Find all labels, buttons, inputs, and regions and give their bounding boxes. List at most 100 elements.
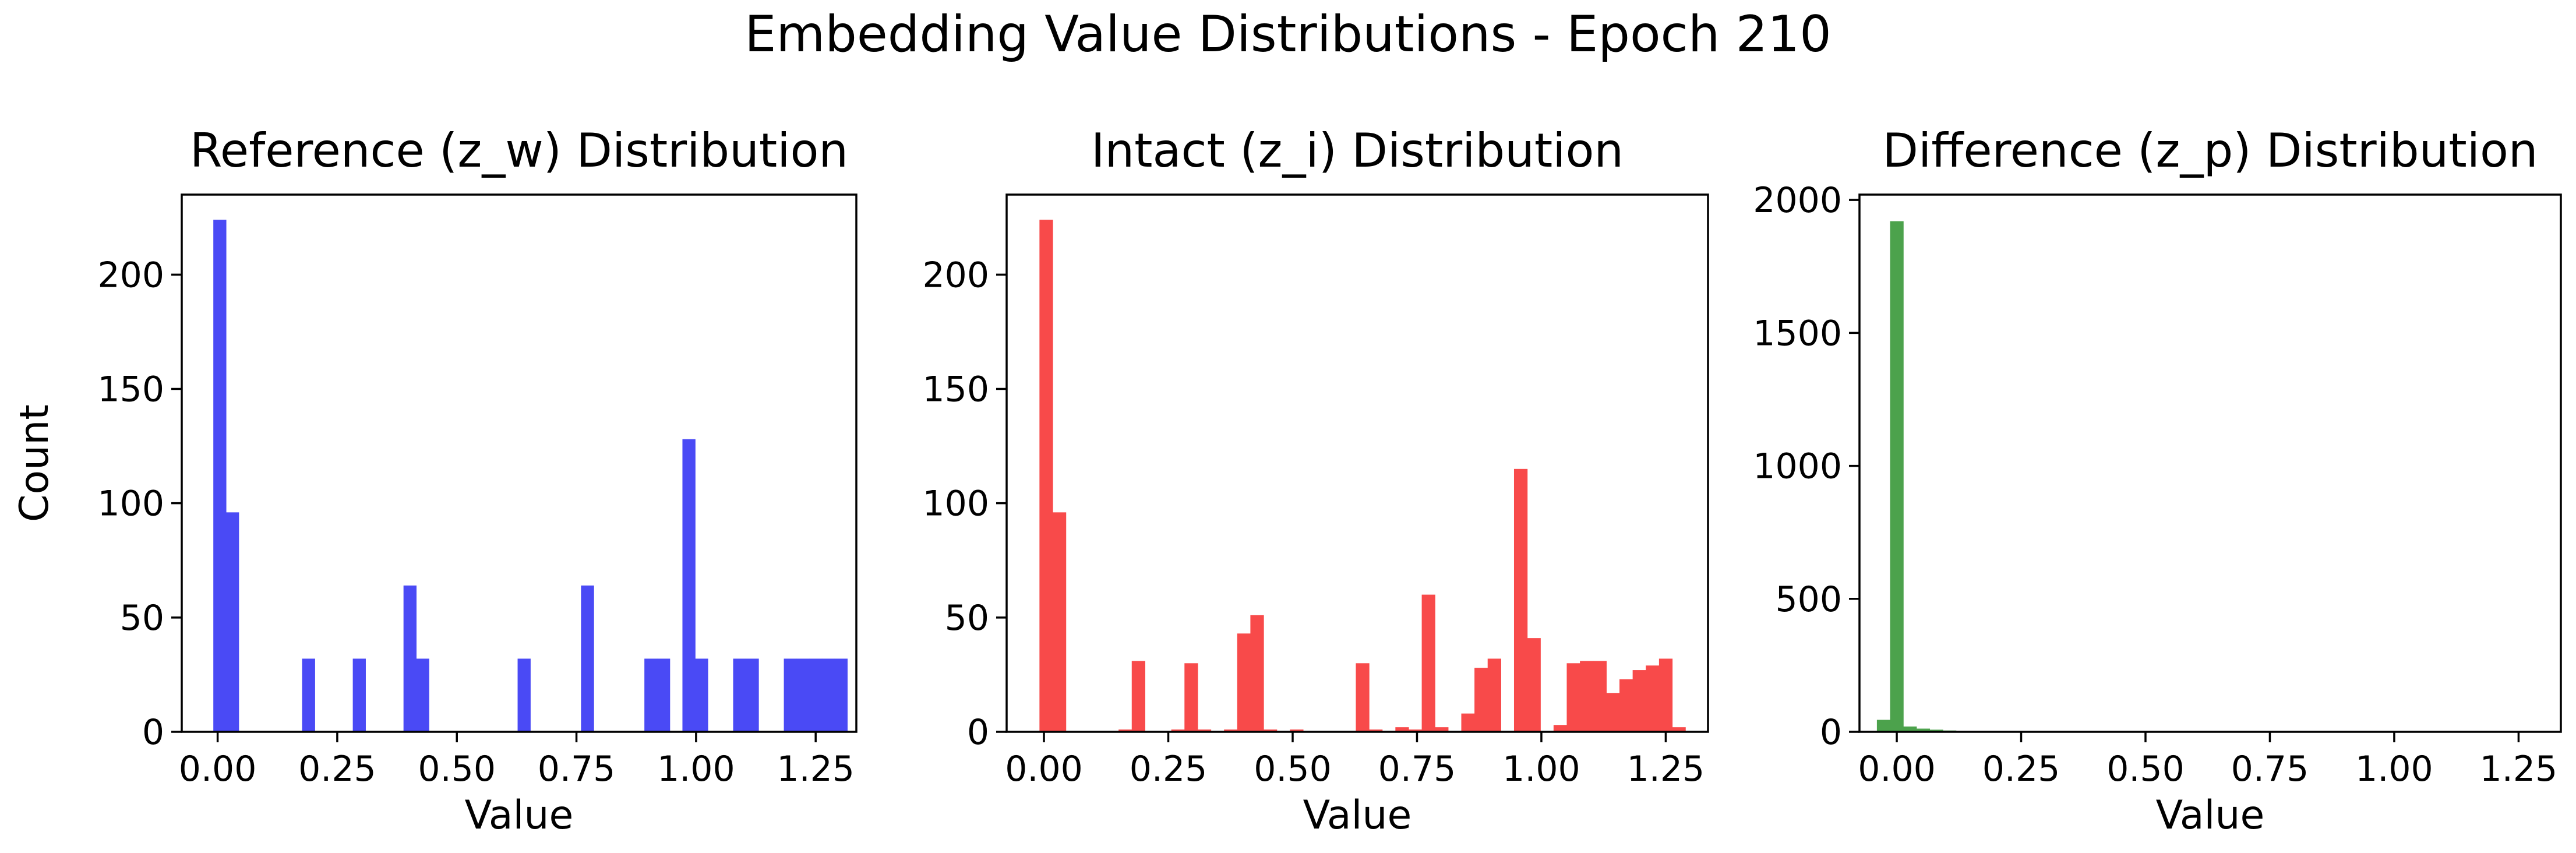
x-tick-label: 1.00	[2355, 749, 2433, 789]
histogram-bar	[225, 512, 239, 732]
histogram-bar	[1929, 729, 1943, 732]
x-tick-label: 1.25	[1627, 749, 1705, 789]
histogram-bar	[1461, 713, 1475, 732]
x-tick-label: 0.00	[1858, 749, 1936, 789]
x-tick-label: 0.25	[1982, 749, 2060, 789]
y-tick-label: 0	[142, 712, 164, 753]
axes-frame	[181, 193, 858, 733]
histogram-bar	[1421, 594, 1435, 732]
x-axis-label: Value	[1303, 792, 1412, 838]
x-tick-label: 1.25	[777, 749, 855, 789]
histogram-bar	[1224, 729, 1238, 732]
y-tick-label: 500	[1775, 579, 1842, 620]
histogram-bar	[1672, 727, 1686, 732]
histogram-bar	[1619, 679, 1633, 732]
histogram-bar	[1369, 729, 1383, 732]
histogram-bar	[1435, 727, 1449, 732]
histogram-bar	[403, 585, 417, 732]
axes-frame	[1858, 193, 2562, 733]
histogram-bar	[302, 658, 315, 732]
y-tick-label: 200	[922, 255, 989, 295]
histogram-bar	[809, 658, 823, 732]
histogram-bar	[1566, 663, 1580, 732]
axes-title: Intact (z_i) Distribution	[1091, 124, 1624, 178]
histogram-bar	[834, 658, 848, 732]
y-tick-label: 50	[120, 598, 164, 639]
x-tick-label: 1.00	[657, 749, 735, 789]
histogram-bar	[1250, 615, 1264, 732]
x-axis-label: Value	[2156, 792, 2265, 838]
histogram-bar	[1890, 221, 1904, 732]
y-tick-label: 0	[967, 712, 989, 753]
histogram-bar	[695, 658, 708, 732]
histogram-bar	[1408, 729, 1423, 732]
x-tick-label: 0.25	[298, 749, 376, 789]
histogram-bar	[644, 658, 658, 732]
histogram-bar	[1658, 658, 1673, 732]
histogram-bar	[1264, 729, 1278, 732]
x-tick-label: 0.50	[2106, 749, 2185, 789]
histogram-bar	[657, 658, 671, 732]
histogram-bar	[1487, 658, 1501, 732]
y-tick-label: 0	[1820, 712, 1842, 753]
histogram-bar	[581, 585, 594, 732]
y-tick-label: 50	[945, 598, 989, 639]
x-tick-label: 0.75	[538, 749, 616, 789]
histogram-bar	[1553, 725, 1568, 732]
histogram-bar	[1395, 727, 1409, 732]
histogram-bars	[1039, 220, 1686, 732]
x-tick-label: 0.75	[1378, 749, 1456, 789]
histogram-bar	[1580, 661, 1594, 732]
x-tick-label: 0.25	[1130, 749, 1208, 789]
axes-title: Difference (z_p) Distribution	[1882, 124, 2538, 178]
histogram-bar	[1184, 663, 1198, 732]
histogram-bar	[746, 658, 759, 732]
histogram-bar	[1197, 729, 1212, 732]
y-tick-label: 1000	[1753, 446, 1842, 487]
histogram-bar	[1632, 670, 1646, 732]
x-axis-label: Value	[465, 792, 574, 838]
histogram-bar	[1606, 693, 1620, 732]
y-tick-label: 150	[97, 369, 164, 410]
histogram-bar	[1356, 663, 1370, 732]
axes-title: Reference (z_w) Distribution	[190, 124, 848, 178]
x-tick-label: 1.00	[1502, 749, 1580, 789]
histogram-bar	[1118, 729, 1132, 732]
y-tick-label: 150	[922, 369, 989, 410]
y-axis-label: Count	[12, 404, 58, 522]
histogram-bar	[1290, 729, 1304, 732]
histogram-bar	[1916, 728, 1930, 732]
axes-frame	[1005, 193, 1709, 733]
y-tick-label: 100	[922, 484, 989, 524]
histogram-bar	[1646, 665, 1660, 732]
histogram-bar	[1052, 512, 1067, 732]
x-tick-label: 0.75	[2231, 749, 2309, 789]
histogram-bar	[796, 658, 810, 732]
histogram-bar	[416, 658, 429, 732]
histogram-bar	[1171, 729, 1185, 732]
histogram-bar	[1903, 726, 1917, 732]
histogram-bars	[213, 220, 848, 732]
histogram-bar	[1237, 633, 1251, 732]
histogram-bar	[1593, 661, 1607, 732]
histogram-bar	[1876, 720, 1891, 732]
x-tick-label: 0.50	[418, 749, 496, 789]
histogram-bar	[1513, 468, 1528, 732]
x-tick-label: 0.00	[179, 749, 257, 789]
histogram-bar	[682, 439, 696, 732]
x-tick-label: 0.00	[1005, 749, 1083, 789]
y-tick-label: 100	[97, 484, 164, 524]
y-tick-label: 200	[97, 255, 164, 295]
histogram-bar	[1039, 220, 1053, 732]
histogram-bar	[821, 658, 835, 732]
x-tick-label: 0.50	[1254, 749, 1332, 789]
histogram-bar	[784, 658, 797, 732]
x-tick-label: 1.25	[2480, 749, 2558, 789]
subplot-reference: 0.00 0.25 0.50 0.75 1.00 1.25 0 50 100 150 200 Refe…	[12, 124, 858, 838]
histogram-bar	[1527, 638, 1541, 732]
histogram-bar	[1474, 668, 1488, 732]
subplot-difference: 0.00 0.25 0.50 0.75 1.00 1.25 0 500 1000 1500 2000…	[1753, 124, 2562, 838]
figure-suptitle: Embedding Value Distributions - Epoch 21…	[744, 5, 1832, 64]
histogram-bar	[213, 220, 227, 732]
